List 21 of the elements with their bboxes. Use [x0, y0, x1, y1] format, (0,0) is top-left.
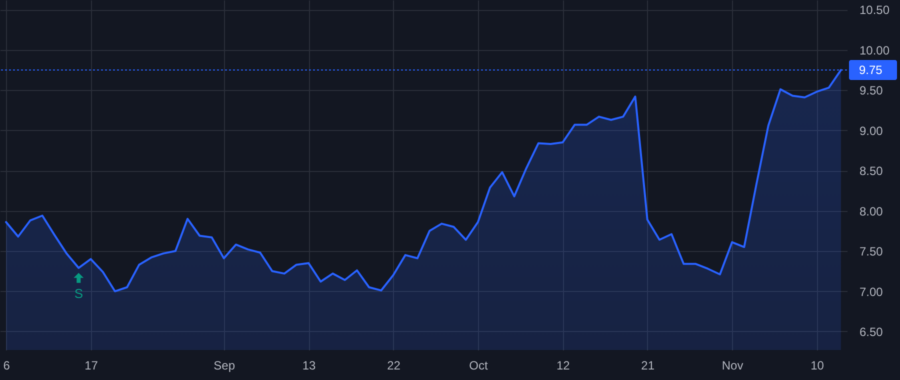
- y-tick-label: 10.50: [860, 3, 890, 18]
- y-tick-label: 6.50: [860, 324, 884, 339]
- y-tick-label: 8.00: [860, 204, 884, 218]
- y-tick-label: 9.50: [860, 84, 884, 98]
- y-tick-label: 7.50: [860, 244, 884, 259]
- x-tick-label: 13: [302, 358, 316, 372]
- x-tick-label: 22: [387, 358, 401, 372]
- y-tick-label: 7.00: [860, 284, 884, 299]
- y-tick-label: 8.50: [860, 164, 884, 178]
- y-tick-label: 9.00: [860, 124, 884, 138]
- x-tick-label: 21: [641, 358, 655, 372]
- y-tick-label: 10.00: [860, 43, 890, 58]
- x-tick-label: Sep: [214, 358, 236, 372]
- x-tick-label: 6: [3, 358, 10, 372]
- annotation: S: [74, 286, 84, 301]
- x-tick-label: 17: [84, 358, 98, 372]
- x-tick-label: Nov: [722, 358, 744, 372]
- x-tick-label: 12: [556, 358, 570, 372]
- x-tick-label: Oct: [469, 358, 488, 372]
- ref-line-label: 9.75: [859, 63, 883, 77]
- x-tick-label: 10: [810, 358, 824, 372]
